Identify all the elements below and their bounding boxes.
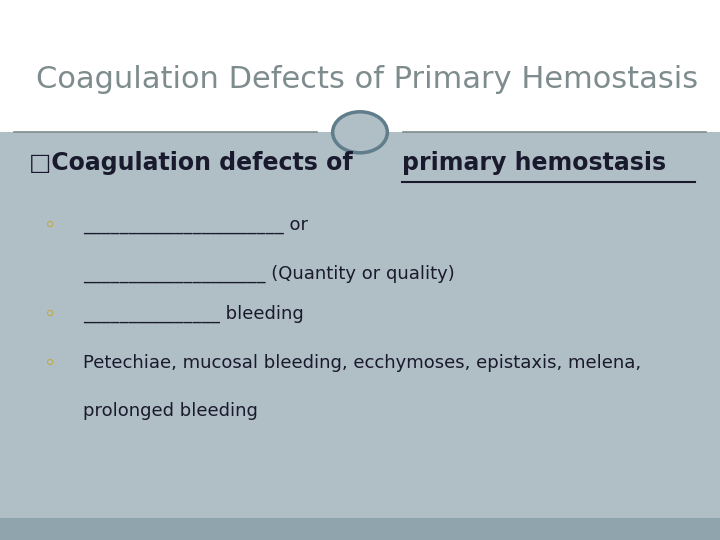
FancyBboxPatch shape bbox=[0, 518, 720, 540]
Text: ◦: ◦ bbox=[44, 305, 57, 325]
FancyBboxPatch shape bbox=[0, 0, 720, 132]
Text: ◦: ◦ bbox=[44, 216, 57, 236]
Circle shape bbox=[333, 112, 387, 153]
Text: ____________________ (Quantity or quality): ____________________ (Quantity or qualit… bbox=[83, 265, 454, 283]
Text: Coagulation Defects of Primary Hemostasis: Coagulation Defects of Primary Hemostasi… bbox=[36, 65, 698, 94]
Text: primary hemostasis: primary hemostasis bbox=[402, 151, 666, 175]
Text: □Coagulation defects of: □Coagulation defects of bbox=[29, 151, 361, 175]
Text: Petechiae, mucosal bleeding, ecchymoses, epistaxis, melena,: Petechiae, mucosal bleeding, ecchymoses,… bbox=[83, 354, 641, 372]
Text: ______________________ or: ______________________ or bbox=[83, 216, 308, 234]
Text: prolonged bleeding: prolonged bleeding bbox=[83, 402, 258, 420]
Text: ◦: ◦ bbox=[44, 354, 57, 374]
Text: _______________ bleeding: _______________ bleeding bbox=[83, 305, 304, 323]
